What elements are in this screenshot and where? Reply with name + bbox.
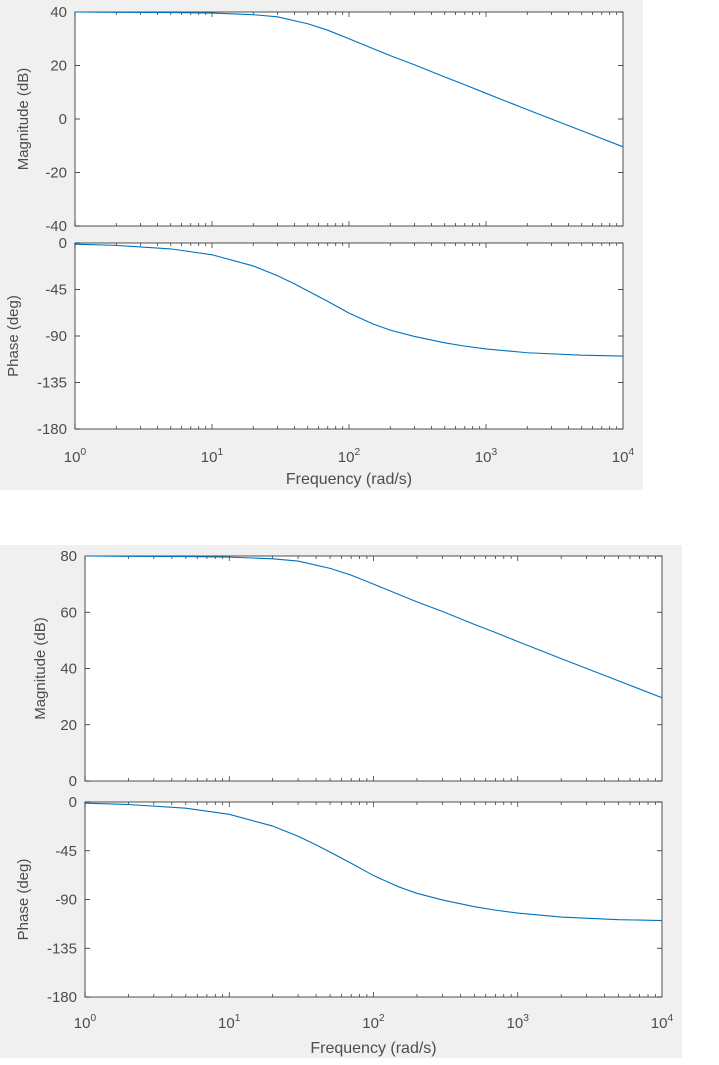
bode-figure-2-svg: 80 60 40 20 0 Magnitude (dB) 0 -45 -90 -135 -180 Ph… <box>15 548 674 1057</box>
fig2-xtick-label: 104 <box>651 1012 674 1032</box>
bode-figure-1-svg: 40 20 0 -20 -40 Magnitude (dB) 0 -45 -90 -135 -180… <box>5 4 635 488</box>
fig1-magnitude-ytick-label: -40 <box>45 218 67 235</box>
fig1-magnitude-axes <box>74 11 624 227</box>
fig2-phase-ytick-label: -90 <box>55 892 77 909</box>
fig2-magnitude-ylabel: Magnitude (dB) <box>32 617 49 720</box>
fig2-magnitude-ytick-label: 80 <box>60 548 77 565</box>
fig2-magnitude-ytick-label: 40 <box>60 661 77 678</box>
fig1-phase-ytick-label: -180 <box>37 421 67 438</box>
fig2-magnitude-ytick-label: 0 <box>69 773 77 790</box>
fig2-phase-ytick-label: -180 <box>47 989 77 1006</box>
fig2-xtick-label: 100 <box>74 1012 97 1032</box>
fig1-magnitude-ylabel: Magnitude (dB) <box>15 68 32 171</box>
fig2-magnitude-ytick-label: 60 <box>60 604 77 621</box>
fig1-magnitude-ytick-label: -20 <box>45 165 67 182</box>
fig1-xtick-label: 101 <box>201 446 224 466</box>
fig1-xtick-label: 104 <box>612 446 635 466</box>
fig1-magnitude-ytick-label: 20 <box>50 58 67 75</box>
fig2-magnitude-ytick-label: 20 <box>60 717 77 734</box>
fig2-magnitude-series-line <box>84 555 663 699</box>
fig2-xlabel: Frequency (rad/s) <box>310 1040 436 1057</box>
fig2-phase-ytick-label: -135 <box>47 940 77 957</box>
fig1-phase-ytick-label: -90 <box>45 328 67 345</box>
fig1-phase-ytick-label: 0 <box>59 235 67 252</box>
fig2-xtick-label: 101 <box>218 1012 241 1032</box>
fig1-phase-ytick-label: -135 <box>37 375 67 392</box>
fig1-magnitude-ytick-label: 0 <box>59 111 67 128</box>
bode-figure-1: 40 20 0 -20 -40 Magnitude (dB) 0 -45 -90 -135 -180… <box>0 0 643 490</box>
fig1-phase-ytick-label: -45 <box>45 282 67 299</box>
fig2-phase-ylabel: Phase (deg) <box>15 859 32 941</box>
fig1-xlabel: Frequency (rad/s) <box>286 471 412 488</box>
fig1-magnitude-ytick-label: 40 <box>50 4 67 21</box>
fig2-phase-ytick-label: 0 <box>69 794 77 811</box>
fig2-phase-series-line <box>84 802 663 922</box>
fig1-xtick-label: 100 <box>64 446 87 466</box>
fig1-magnitude-series-line <box>74 11 624 148</box>
fig2-xtick-label: 102 <box>362 1012 385 1032</box>
bode-figure-2: 80 60 40 20 0 Magnitude (dB) 0 -45 -90 -135 -180 Ph… <box>0 545 682 1058</box>
fig1-phase-ylabel: Phase (deg) <box>5 295 22 377</box>
fig1-phase-axes <box>74 242 624 430</box>
fig1-xtick-label: 102 <box>338 446 361 466</box>
fig2-phase-axes <box>84 801 663 998</box>
fig2-magnitude-axes <box>84 555 663 782</box>
fig2-phase-ytick-label: -45 <box>55 843 77 860</box>
fig2-xtick-label: 103 <box>506 1012 529 1032</box>
fig1-xtick-label: 103 <box>475 446 498 466</box>
fig1-phase-series-line <box>74 243 624 357</box>
